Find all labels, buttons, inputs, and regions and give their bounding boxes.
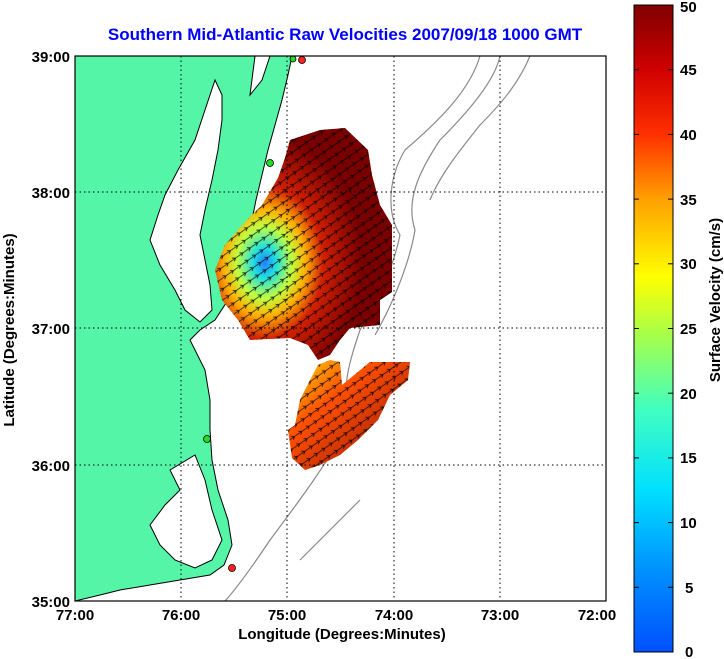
colorbar-ticks bbox=[634, 69, 673, 588]
x-axis-ticks: 77:00 76:00 75:00 74:00 73:00 72:00 bbox=[56, 607, 616, 624]
x-tick-label: 77:00 bbox=[56, 607, 94, 624]
y-tick-label: 35:00 bbox=[32, 594, 70, 611]
grid-lines bbox=[75, 56, 606, 601]
x-axis-label: Longitude (Degrees:Minutes) bbox=[238, 626, 446, 643]
colorbar-tick-labels: 50 45 40 35 30 25 20 15 10 5 0 bbox=[680, 0, 697, 659]
map-title: Southern Mid-Atlantic Raw Velocities 200… bbox=[108, 25, 583, 44]
colorbar-tick-label: 35 bbox=[680, 192, 697, 209]
station-marker bbox=[266, 159, 274, 167]
colorbar-tick-label: 0 bbox=[685, 644, 693, 659]
station-marker bbox=[228, 564, 236, 572]
x-tick-label: 75:00 bbox=[268, 607, 306, 624]
velocity-arrows-north bbox=[215, 128, 392, 360]
station-marker bbox=[203, 435, 211, 443]
chesapeake-bay bbox=[149, 78, 223, 323]
colorbar bbox=[633, 4, 674, 653]
colorbar-tick-label: 45 bbox=[680, 62, 697, 79]
colorbar-label: Surface Velocity (cm/s) bbox=[707, 218, 724, 382]
velocity-arrows-south bbox=[288, 360, 410, 470]
y-axis-ticks: 39:00 38:00 37:00 36:00 35:00 bbox=[32, 49, 70, 611]
y-tick-label: 36:00 bbox=[32, 458, 70, 475]
colorbar-tick-label: 20 bbox=[680, 386, 697, 403]
y-axis-label: Latitude (Degrees:Minutes) bbox=[1, 233, 18, 426]
colorbar-tick-label: 50 bbox=[680, 0, 697, 16]
colorbar-tick-label: 25 bbox=[680, 321, 697, 338]
colorbar-tick-label: 10 bbox=[680, 515, 697, 532]
colorbar-tick-label: 40 bbox=[680, 127, 697, 144]
plot-frame bbox=[74, 55, 607, 602]
y-tick-label: 37:00 bbox=[32, 321, 70, 338]
pamlico-sound bbox=[149, 454, 223, 569]
colorbar-tick-label: 30 bbox=[680, 256, 697, 273]
station-marker bbox=[289, 56, 297, 63]
hf-radar-stations bbox=[203, 56, 306, 572]
plot-area bbox=[75, 56, 606, 601]
x-tick-label: 74:00 bbox=[375, 607, 413, 624]
x-tick-label: 73:00 bbox=[481, 607, 519, 624]
colorbar-tick-label: 5 bbox=[685, 580, 693, 597]
x-tick-label: 76:00 bbox=[162, 607, 200, 624]
x-tick-label: 72:00 bbox=[578, 607, 616, 624]
bathymetry-contours bbox=[224, 56, 531, 601]
station-marker bbox=[298, 56, 306, 64]
y-tick-label: 38:00 bbox=[32, 185, 70, 202]
y-tick-label: 39:00 bbox=[32, 49, 70, 66]
colorbar-tick-label: 15 bbox=[680, 450, 697, 467]
